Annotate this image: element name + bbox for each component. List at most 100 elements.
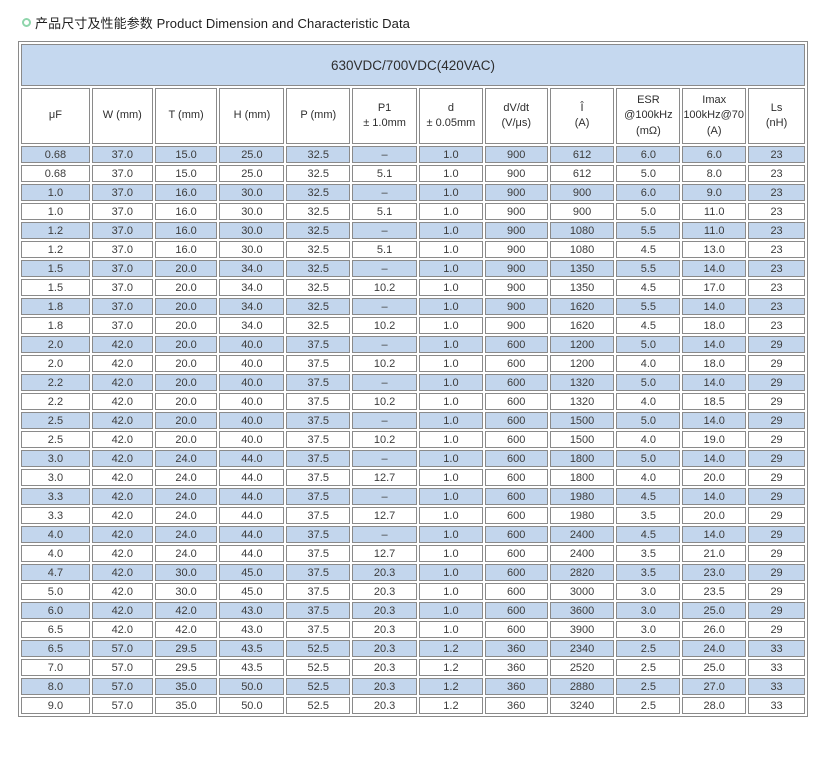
cell-p: 37.5 [286, 374, 351, 391]
voltage-band-row: 630VDC/700VDC(420VAC) [21, 44, 805, 86]
cell-p1: – [352, 412, 417, 429]
cell-w: 42.0 [91, 602, 153, 619]
cell-p: 52.5 [286, 678, 351, 695]
cell-p1: 12.7 [352, 545, 417, 562]
cell-d: 1.0 [419, 241, 483, 258]
cell-p: 37.5 [286, 431, 351, 448]
cell-w: 42.0 [91, 336, 153, 353]
cell-ls: 29 [748, 393, 805, 410]
cell-t: 16.0 [154, 222, 218, 239]
cell-ls: 33 [748, 697, 805, 714]
cell-h: 25.0 [219, 165, 285, 182]
cell-t: 30.0 [154, 583, 218, 600]
column-header-t: T (mm) [154, 88, 218, 144]
table-row: 1.2 37.0 16.0 30.0 32.5–1.0 900 1080 5.5 11.0 23 [21, 222, 805, 239]
section-title: 产品尺寸及性能参数 Product Dimension and Characte… [0, 0, 827, 41]
cell-uf: 3.3 [21, 488, 90, 505]
cell-t: 15.0 [154, 165, 218, 182]
cell-imax: 6.0 [682, 146, 747, 163]
table-row: 0.68 37.0 15.0 25.0 32.5 5.1 1.0 900 612 5.0 8.0 23 [21, 165, 805, 182]
cell-esr: 4.5 [616, 317, 681, 334]
cell-h: 44.0 [219, 450, 285, 467]
cell-h: 25.0 [219, 146, 285, 163]
cell-p1: 5.1 [352, 165, 417, 182]
cell-t: 20.0 [154, 298, 218, 315]
cell-p: 32.5 [286, 165, 351, 182]
cell-imax: 21.0 [682, 545, 747, 562]
cell-ipeak: 1980 [549, 488, 615, 505]
cell-w: 42.0 [91, 621, 153, 638]
cell-ipeak: 1350 [549, 279, 615, 296]
column-header-row: μF W (mm) T (mm) H (mm) P (mm) P1 ± 1.0mm d ± 0.… [21, 88, 805, 144]
column-header-ls: Ls (nH) [748, 88, 805, 144]
cell-d: 1.0 [419, 184, 483, 201]
cell-ipeak: 1200 [549, 336, 615, 353]
cell-h: 34.0 [219, 298, 285, 315]
cell-d: 1.0 [419, 526, 483, 543]
cell-d: 1.0 [419, 317, 483, 334]
cell-uf: 9.0 [21, 697, 90, 714]
cell-imax: 18.5 [682, 393, 747, 410]
table-row: 8.0 57.0 35.0 50.0 52.5 20.3 1.2 360 2880 2.5 27.0… [21, 678, 805, 695]
cell-ipeak: 900 [549, 203, 615, 220]
cell-p1: 20.3 [352, 678, 417, 695]
column-header-w: W (mm) [91, 88, 153, 144]
cell-d: 1.0 [419, 393, 483, 410]
column-header-h: H (mm) [219, 88, 285, 144]
cell-esr: 2.5 [616, 640, 681, 657]
cell-d: 1.0 [419, 564, 483, 581]
cell-h: 44.0 [219, 488, 285, 505]
cell-d: 1.0 [419, 260, 483, 277]
cell-uf: 3.0 [21, 450, 90, 467]
table-row: 3.3 42.0 24.0 44.0 37.5 12.7 1.0 600 1980 3.5 20.0… [21, 507, 805, 524]
cell-imax: 23.5 [682, 583, 747, 600]
cell-p: 32.5 [286, 222, 351, 239]
table-row: 9.0 57.0 35.0 50.0 52.5 20.3 1.2 360 3240 2.5 28.0… [21, 697, 805, 714]
table-row: 2.5 42.0 20.0 40.0 37.5–1.0 600 1500 5.0 14.0 29 [21, 412, 805, 429]
column-header-uf: μF [21, 88, 90, 144]
table-row: 2.2 42.0 20.0 40.0 37.5 10.2 1.0 600 1320 4.0 18.5… [21, 393, 805, 410]
cell-esr: 5.5 [616, 222, 681, 239]
cell-h: 44.0 [219, 507, 285, 524]
cell-imax: 14.0 [682, 412, 747, 429]
table-row: 1.8 37.0 20.0 34.0 32.5–1.0 900 1620 5.5 14.0 23 [21, 298, 805, 315]
cell-p: 32.5 [286, 298, 351, 315]
voltage-band-title: 630VDC/700VDC(420VAC) [21, 44, 805, 86]
cell-h: 45.0 [219, 564, 285, 581]
cell-d: 1.0 [419, 583, 483, 600]
cell-dvdt: 600 [484, 602, 548, 619]
cell-uf: 1.8 [21, 317, 90, 334]
cell-d: 1.0 [419, 602, 483, 619]
cell-dvdt: 900 [484, 279, 548, 296]
cell-ls: 29 [748, 412, 805, 429]
cell-dvdt: 900 [484, 165, 548, 182]
cell-p: 32.5 [286, 241, 351, 258]
cell-t: 24.0 [154, 488, 218, 505]
cell-w: 42.0 [91, 507, 153, 524]
cell-ls: 23 [748, 260, 805, 277]
cell-d: 1.2 [419, 678, 483, 695]
cell-p: 37.5 [286, 526, 351, 543]
cell-t: 20.0 [154, 355, 218, 372]
table-row: 2.5 42.0 20.0 40.0 37.5 10.2 1.0 600 1500 4.0 19.0… [21, 431, 805, 448]
cell-uf: 0.68 [21, 146, 90, 163]
cell-d: 1.0 [419, 507, 483, 524]
cell-d: 1.0 [419, 374, 483, 391]
cell-t: 24.0 [154, 450, 218, 467]
cell-t: 24.0 [154, 526, 218, 543]
cell-w: 42.0 [91, 355, 153, 372]
cell-uf: 7.0 [21, 659, 90, 676]
cell-dvdt: 360 [484, 678, 548, 695]
cell-d: 1.2 [419, 697, 483, 714]
cell-dvdt: 900 [484, 298, 548, 315]
cell-ipeak: 3600 [549, 602, 615, 619]
cell-t: 20.0 [154, 374, 218, 391]
cell-esr: 6.0 [616, 184, 681, 201]
cell-w: 37.0 [91, 241, 153, 258]
cell-dvdt: 600 [484, 336, 548, 353]
cell-uf: 2.2 [21, 374, 90, 391]
cell-esr: 3.5 [616, 545, 681, 562]
cell-ls: 33 [748, 640, 805, 657]
cell-t: 20.0 [154, 431, 218, 448]
table-row: 1.2 37.0 16.0 30.0 32.5 5.1 1.0 900 1080 4.5 13.0 2… [21, 241, 805, 258]
